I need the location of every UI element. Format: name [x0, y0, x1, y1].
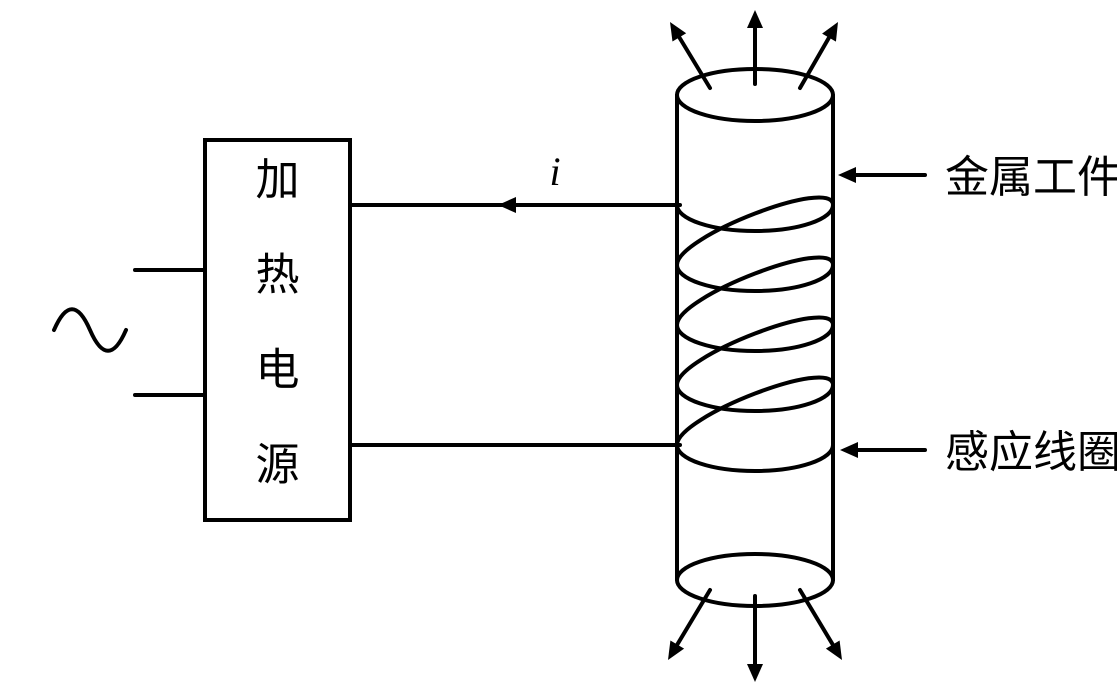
box-label-char: 热 [256, 250, 300, 299]
label-coil: 感应线圈 [945, 428, 1117, 477]
box-label-char: 电 [256, 345, 300, 394]
label-workpiece: 金属工件 [945, 153, 1117, 202]
current-symbol: i [549, 149, 560, 194]
box-label-char: 源 [256, 440, 300, 489]
induction-heating-diagram: 加热电源 i 金属工件感应线圈 [0, 0, 1117, 698]
box-label-char: 加 [256, 155, 300, 204]
